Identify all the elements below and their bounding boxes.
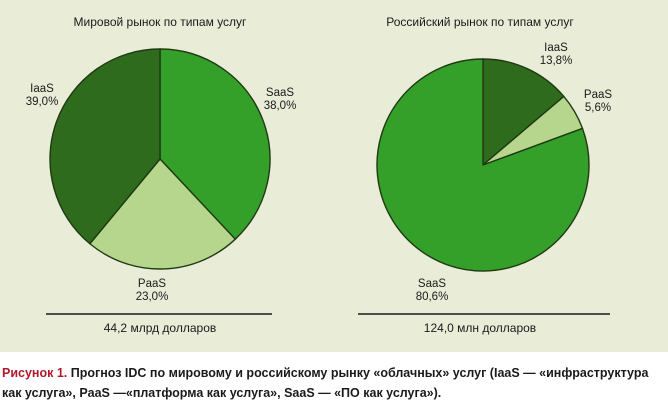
- world-slice-paas: [89, 158, 236, 270]
- world-total-label: 44,2 млрд долларов: [104, 321, 217, 335]
- figure-panel: Мировой рынок по типам услуг SaaS 38,0% …: [0, 0, 668, 352]
- world-paas-value-label: 23,0%: [136, 291, 169, 303]
- russian-paas-value-label: 5,6%: [585, 102, 611, 114]
- russian-saas-name-label: SaaS: [418, 278, 446, 290]
- caption-text: Прогноз IDC по мировому и российскому ры…: [2, 366, 649, 400]
- world-iaas-value-label: 39,0%: [26, 96, 59, 108]
- russian-paas-name-label: PaaS: [584, 89, 612, 101]
- pie-charts: Мировой рынок по типам услуг SaaS 38,0% …: [26, 15, 613, 335]
- russian-slice-iaas: [482, 58, 565, 166]
- world-pie: [49, 48, 271, 270]
- russian-pie: [376, 58, 590, 272]
- russian-iaas-name-label: IaaS: [544, 42, 568, 54]
- world-saas-value-label: 38,0%: [264, 100, 297, 112]
- world-paas-name-label: PaaS: [138, 278, 166, 290]
- russian-saas-value-label: 80,6%: [416, 291, 449, 303]
- russian-chart-title: Российский рынок по типам услуг: [386, 15, 574, 29]
- world-slice-iaas: [49, 48, 161, 245]
- world-saas-name-label: SaaS: [266, 87, 294, 99]
- russian-iaas-value-label: 13,8%: [540, 55, 573, 67]
- russian-slice-saas: [376, 58, 590, 272]
- figure-caption: Рисунок 1. Прогноз IDC по мировому и рос…: [2, 363, 666, 403]
- russian-total-label: 124,0 млн долларов: [424, 321, 536, 335]
- caption-label: Рисунок 1.: [2, 366, 68, 380]
- world-slice-saas: [159, 48, 271, 240]
- world-chart-title: Мировой рынок по типам услуг: [74, 15, 248, 29]
- world-iaas-name-label: IaaS: [30, 83, 54, 95]
